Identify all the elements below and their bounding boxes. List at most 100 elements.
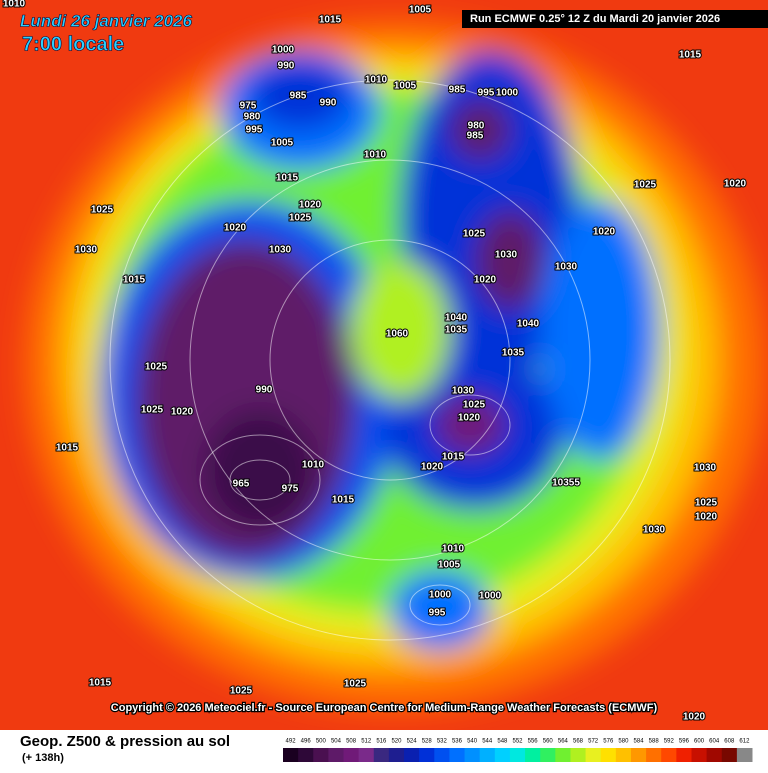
pressure-label: 1005 xyxy=(394,81,417,92)
pressure-label: 1025 xyxy=(463,400,486,411)
pressure-label: 1015 xyxy=(123,275,146,286)
pressure-label: 1005 xyxy=(271,138,294,149)
colorbar-label: 496 xyxy=(301,739,312,745)
color-swatch xyxy=(525,748,541,762)
colorbar-label: 572 xyxy=(588,739,599,745)
pressure-label: 1040 xyxy=(517,319,540,330)
color-swatch xyxy=(646,748,662,762)
pressure-label: 10355 xyxy=(552,478,580,489)
colorbar-label: 524 xyxy=(407,739,418,745)
pressure-label: 975 xyxy=(282,484,299,495)
field-name: Geop. Z500 & pression au sol xyxy=(20,733,230,750)
pressure-label: 975 xyxy=(240,101,257,112)
pressure-label: 1015 xyxy=(332,495,355,506)
pressure-label: 1025 xyxy=(91,205,114,216)
pressure-label: 1000 xyxy=(496,88,519,99)
pressure-label: 1015 xyxy=(89,678,112,689)
pressure-label: 1000 xyxy=(272,45,295,56)
pressure-label: 1030 xyxy=(75,245,98,256)
colorbar-label: 500 xyxy=(316,739,327,745)
pressure-label: 1060 xyxy=(386,329,409,340)
pressure-label: 1005 xyxy=(409,5,432,16)
color-swatch xyxy=(721,748,738,762)
pressure-label: 985 xyxy=(290,91,307,102)
pressure-label: 1035 xyxy=(502,348,525,359)
colorbar-label: 584 xyxy=(634,739,645,745)
colorbar-label: 568 xyxy=(573,739,584,745)
color-swatch xyxy=(313,748,329,762)
pressure-label: 1020 xyxy=(593,227,616,238)
pressure-label: 965 xyxy=(233,479,250,490)
color-swatch xyxy=(419,748,435,762)
pressure-label: 1020 xyxy=(695,512,718,523)
copyright: Copyright © 2026 Meteociel.fr - Source E… xyxy=(111,702,658,714)
color-swatch xyxy=(494,748,511,762)
pressure-label: 1030 xyxy=(452,386,475,397)
colorbar-label: 492 xyxy=(286,739,297,745)
pressure-label: 1025 xyxy=(145,362,168,373)
color-swatch xyxy=(404,748,420,762)
pressure-label: 1040 xyxy=(445,313,468,324)
pressure-label: 1020 xyxy=(299,200,322,211)
colorbar-label: 564 xyxy=(558,739,569,745)
pressure-label: 1025 xyxy=(695,498,718,509)
pressure-label: 1005 xyxy=(438,560,461,571)
color-swatch xyxy=(615,748,632,762)
color-swatch xyxy=(570,748,587,762)
pressure-label: 1025 xyxy=(634,180,657,191)
color-swatch xyxy=(676,748,692,762)
pressure-label: 1010 xyxy=(3,0,26,10)
pressure-label: 1010 xyxy=(365,75,388,86)
pressure-label: 1030 xyxy=(555,262,578,273)
color-swatch xyxy=(449,748,466,762)
pressure-label: 1030 xyxy=(694,463,717,474)
colorbar-label: 516 xyxy=(376,739,387,745)
pressure-label: 985 xyxy=(467,131,484,142)
color-swatch xyxy=(691,748,708,762)
colorbar-label: 600 xyxy=(694,739,705,745)
color-swatch xyxy=(328,748,345,762)
pressure-label: 1010 xyxy=(442,544,465,555)
pressure-label: 1025 xyxy=(141,405,164,416)
pressure-label: 1010 xyxy=(302,460,325,471)
color-swatch xyxy=(509,748,526,762)
pressure-label: 995 xyxy=(429,608,446,619)
colorbar-label: 528 xyxy=(422,739,433,745)
pressure-label: 1030 xyxy=(495,250,518,261)
colorbar-label: 544 xyxy=(482,739,493,745)
pressure-label: 985 xyxy=(449,85,466,96)
color-swatch xyxy=(555,748,571,762)
pressure-label: 990 xyxy=(320,98,337,109)
color-swatch xyxy=(479,748,496,762)
pressure-label: 1025 xyxy=(230,686,253,697)
colorbar-label: 536 xyxy=(452,739,463,745)
pressure-label: 1015 xyxy=(319,15,342,26)
color-swatch xyxy=(434,748,450,762)
pressure-labels: 1010101510051000990985975980995100599010… xyxy=(2,0,748,724)
color-swatch xyxy=(585,748,602,762)
pressure-label: 995 xyxy=(478,88,495,99)
pressure-label: 1020 xyxy=(724,179,747,190)
pressure-label: 1035 xyxy=(445,325,468,336)
pressure-label: 1000 xyxy=(479,591,502,602)
colorbar-label: 504 xyxy=(331,739,342,745)
local-time: 7:00 locale xyxy=(22,33,124,55)
pressure-label: 1015 xyxy=(679,50,702,61)
pressure-label: 1020 xyxy=(224,223,247,234)
colorbar-label: 612 xyxy=(739,739,750,745)
pressure-label: 1020 xyxy=(683,712,706,723)
colorbar-label: 552 xyxy=(512,739,523,745)
run-box xyxy=(462,10,768,28)
pressure-label: 1025 xyxy=(463,229,486,240)
pressure-label: 980 xyxy=(468,121,485,132)
color-swatch xyxy=(630,748,647,762)
colorbar-label: 608 xyxy=(724,739,735,745)
pressure-label: 1020 xyxy=(474,275,497,286)
pressure-label: 1025 xyxy=(344,679,367,690)
pressure-label: 995 xyxy=(246,125,263,136)
color-swatch xyxy=(736,748,753,762)
color-swatch xyxy=(283,748,299,762)
pressure-label: 980 xyxy=(244,112,261,123)
colorbar-label: 588 xyxy=(649,739,660,745)
